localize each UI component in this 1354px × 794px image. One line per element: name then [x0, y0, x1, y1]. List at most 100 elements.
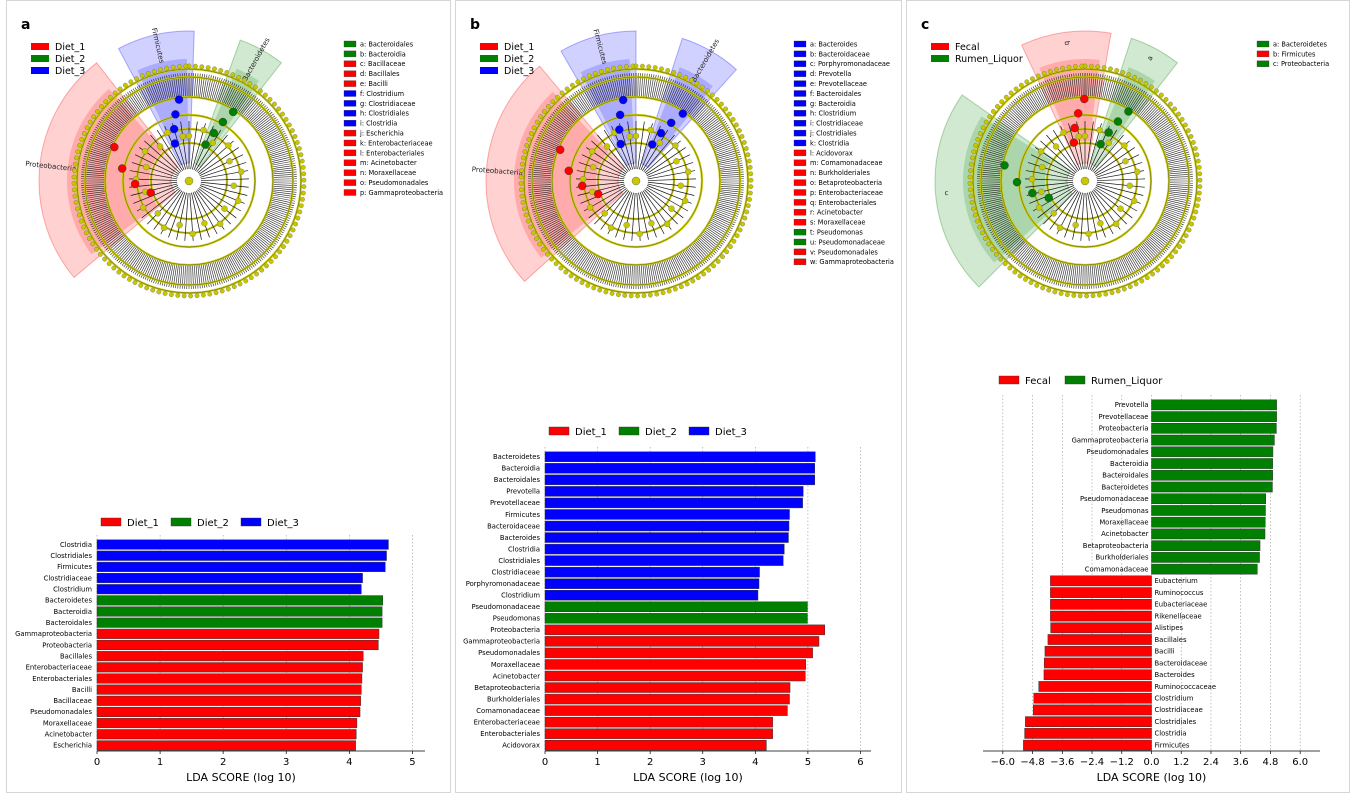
tip-node [1008, 90, 1014, 96]
branch [1052, 129, 1079, 172]
clade-node [217, 220, 224, 228]
tip-node [1030, 76, 1035, 82]
clade-node [1056, 224, 1064, 231]
tip-node [617, 64, 623, 70]
key-label: j: Escherichia [359, 130, 404, 138]
tip-node [1126, 72, 1132, 78]
key-label: u: Pseudomonadaceae [810, 238, 885, 246]
legend-swatch [480, 67, 498, 74]
bar [96, 673, 363, 684]
clade-sector-inner [963, 116, 1056, 263]
branch [645, 188, 684, 219]
bar [96, 684, 362, 695]
key-label: n: Burkholderiales [810, 169, 870, 177]
key-label: s: Moraxellaceae [810, 219, 865, 227]
clade-node [685, 168, 692, 175]
tip-node [164, 65, 170, 71]
key-label: w: Gammaproteobacteria [810, 258, 894, 266]
clade-node [185, 132, 193, 140]
bar-label: Firmicutes [505, 511, 540, 519]
bar [1151, 493, 1266, 505]
tip-node [1121, 286, 1127, 292]
tip-node [1007, 265, 1013, 271]
tip-node [199, 64, 205, 70]
key-label: a: Bacteroides [810, 40, 858, 48]
tip-node [546, 104, 551, 109]
bar [544, 636, 820, 647]
branch [1096, 162, 1143, 178]
bar [544, 578, 760, 589]
tip-node [1095, 64, 1101, 70]
tip-node [1164, 259, 1170, 264]
tip-node [995, 104, 1000, 109]
x-tick-label: 6 [857, 757, 863, 768]
tip-node [205, 65, 211, 70]
clade-node [681, 197, 689, 205]
tip-node [1028, 280, 1034, 285]
tip-node [225, 286, 231, 292]
bar-label: Ruminococcus [1155, 589, 1204, 597]
tip-node [518, 181, 524, 186]
tip-node [640, 63, 645, 69]
tip-node [102, 256, 107, 262]
tip-node [520, 200, 526, 205]
x-tick-label: −4.8 [1020, 757, 1044, 768]
bar-label: Pseudomonadaceae [472, 603, 540, 611]
tip-node [1101, 65, 1107, 70]
tip-node [1066, 64, 1072, 70]
key-swatch [793, 199, 807, 206]
clade-sector [1020, 30, 1112, 166]
branch [1092, 134, 1124, 173]
tip-node [672, 286, 678, 292]
branch [198, 188, 237, 219]
tip-node [524, 143, 529, 148]
tip-node [1177, 244, 1182, 249]
bar-label: Bacillales [60, 652, 92, 660]
tip-node [1180, 238, 1186, 244]
biomarker-node [618, 95, 628, 105]
clade-node [225, 142, 232, 149]
tip-node [971, 206, 976, 212]
branch [600, 190, 630, 230]
tip-node [585, 283, 591, 288]
tip-node [1196, 197, 1201, 202]
branch [196, 134, 228, 173]
key-label: t: Pseudomonas [810, 229, 863, 237]
tip-node [1084, 293, 1089, 299]
branch [1027, 162, 1074, 178]
panel-b: b Proteobacteria Firmicutes Bacteroidetes D… [455, 0, 902, 793]
legend-label: Diet_2 [197, 518, 229, 529]
biomarker-node [117, 164, 127, 173]
tip-node [301, 177, 307, 183]
tip-node [280, 111, 285, 117]
tip-node [132, 280, 138, 285]
tip-node [237, 281, 243, 287]
level-ring-outline [122, 114, 256, 248]
tip-node [134, 76, 139, 82]
x-tick-label: 3.6 [1233, 757, 1249, 768]
tip-node [99, 104, 104, 109]
tip-node [1193, 209, 1199, 215]
bar [96, 550, 387, 561]
bar-label: Enterobacteriales [480, 730, 540, 738]
x-tick-label: −2.4 [1080, 757, 1104, 768]
tip-node [745, 203, 751, 209]
tip-node [609, 291, 615, 296]
tip-node [78, 218, 84, 224]
tip-node [295, 215, 301, 221]
key-label: c: Bacillaceae [360, 60, 405, 68]
tip-node [73, 155, 79, 161]
tip-node [1133, 281, 1139, 287]
bar-label: Clostridium [53, 586, 92, 594]
tip-node [300, 197, 305, 202]
tip-node [616, 292, 621, 297]
tip-node [1176, 111, 1181, 117]
tip-node [624, 64, 629, 69]
legend-swatch [240, 517, 262, 527]
branch [1095, 186, 1138, 212]
bar-label: Clostridiaceae [492, 568, 540, 576]
bar-label: Clostridiales [1155, 718, 1197, 726]
legend-label: Fecal [955, 42, 979, 53]
branch [647, 178, 696, 181]
tip-node [730, 117, 736, 122]
